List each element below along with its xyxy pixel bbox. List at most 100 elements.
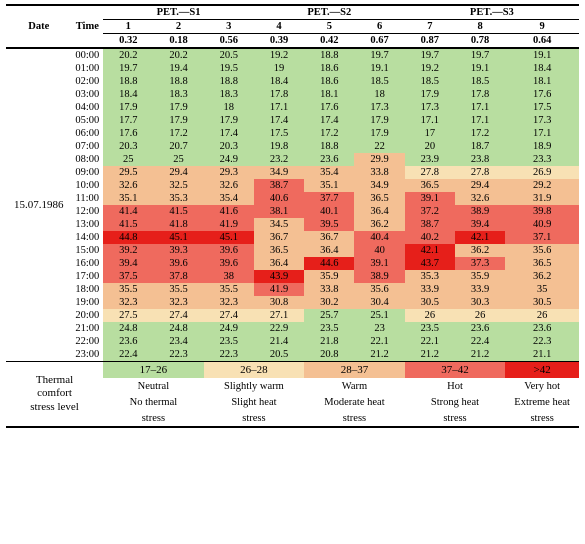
table-row: 15.07.198600:0020.220.220.519.218.819.71…: [6, 48, 579, 62]
value-cell: 17.1: [455, 114, 505, 127]
value-cell: 22.3: [505, 335, 579, 348]
value-cell: 17.9: [354, 114, 404, 127]
value-cell: 17.9: [153, 101, 203, 114]
value-cell: 17.6: [103, 127, 153, 140]
legend-desc: stress: [505, 410, 579, 427]
value-cell: 19.7: [455, 48, 505, 62]
value-cell: 40.4: [354, 231, 404, 244]
col-9: 9: [505, 20, 579, 34]
value-cell: 27.5: [103, 309, 153, 322]
value-cell: 18.6: [304, 75, 354, 88]
value-cell: 22.9: [254, 322, 304, 335]
value-cell: 36.2: [505, 270, 579, 283]
coef-2: 0.18: [153, 34, 203, 49]
value-cell: 35.4: [304, 166, 354, 179]
col-5: 5: [304, 20, 354, 34]
value-cell: 32.6: [103, 179, 153, 192]
value-cell: 17.5: [505, 101, 579, 114]
value-cell: 32.5: [153, 179, 203, 192]
legend-desc: stress: [103, 410, 204, 427]
value-cell: 40: [354, 244, 404, 257]
value-cell: 35.4: [204, 192, 254, 205]
value-cell: 23.5: [405, 322, 455, 335]
value-cell: 39.3: [153, 244, 203, 257]
value-cell: 42.1: [455, 231, 505, 244]
value-cell: 35.5: [204, 283, 254, 296]
time-label: 22:00: [71, 335, 103, 348]
legend-desc: stress: [405, 410, 506, 427]
value-cell: 18.5: [405, 75, 455, 88]
value-cell: 38.7: [254, 179, 304, 192]
value-cell: 30.2: [304, 296, 354, 309]
value-cell: 35.5: [153, 283, 203, 296]
legend-band: 17–26: [103, 362, 204, 379]
value-cell: 19: [254, 62, 304, 75]
value-cell: 33.8: [304, 283, 354, 296]
time-label: 15:00: [71, 244, 103, 257]
group-1: PET.—S1: [103, 5, 254, 20]
value-cell: 24.9: [204, 322, 254, 335]
value-cell: 45.1: [153, 231, 203, 244]
group-2: PET.—S2: [254, 5, 405, 20]
value-cell: 18.8: [103, 75, 153, 88]
value-cell: 36.4: [354, 205, 404, 218]
value-cell: 35: [505, 283, 579, 296]
time-label: 11:00: [71, 192, 103, 205]
time-label: 16:00: [71, 257, 103, 270]
value-cell: 18.1: [505, 75, 579, 88]
value-cell: 36.5: [505, 257, 579, 270]
value-cell: 17.7: [103, 114, 153, 127]
legend-desc: Strong heat: [405, 394, 506, 410]
value-cell: 22.3: [204, 348, 254, 362]
value-cell: 17.6: [505, 88, 579, 101]
value-cell: 41.5: [153, 205, 203, 218]
value-cell: 30.5: [405, 296, 455, 309]
value-cell: 39.2: [103, 244, 153, 257]
value-cell: 22.4: [455, 335, 505, 348]
time-label: 06:00: [71, 127, 103, 140]
value-cell: 22.3: [153, 348, 203, 362]
value-cell: 37.1: [505, 231, 579, 244]
group-3: PET.—S3: [405, 5, 579, 20]
table-row: 18:0035.535.535.541.933.835.633.933.935: [6, 283, 579, 296]
value-cell: 23.5: [204, 335, 254, 348]
value-cell: 21.4: [254, 335, 304, 348]
value-cell: 39.4: [455, 218, 505, 231]
legend-desc: Extreme heat: [505, 394, 579, 410]
value-cell: 24.8: [103, 322, 153, 335]
value-cell: 17.1: [405, 114, 455, 127]
value-cell: 22.4: [103, 348, 153, 362]
value-cell: 17.3: [354, 101, 404, 114]
value-cell: 18.3: [204, 88, 254, 101]
value-cell: 36.5: [405, 179, 455, 192]
value-cell: 20.2: [103, 48, 153, 62]
value-cell: 23.6: [455, 322, 505, 335]
value-cell: 17.9: [405, 88, 455, 101]
value-cell: 36.2: [455, 244, 505, 257]
value-cell: 32.3: [153, 296, 203, 309]
value-cell: 26: [405, 309, 455, 322]
value-cell: 36.2: [354, 218, 404, 231]
value-cell: 27.1: [254, 309, 304, 322]
coef-8: 0.78: [455, 34, 505, 49]
time-label: 23:00: [71, 348, 103, 362]
value-cell: 36.7: [254, 231, 304, 244]
value-cell: 37.7: [304, 192, 354, 205]
value-cell: 17.1: [455, 101, 505, 114]
legend-desc: Moderate heat: [304, 394, 405, 410]
value-cell: 44.8: [103, 231, 153, 244]
value-cell: 30.3: [455, 296, 505, 309]
legend-band: 37–42: [405, 362, 506, 379]
value-cell: 40.1: [304, 205, 354, 218]
value-cell: 43.7: [405, 257, 455, 270]
coef-7: 0.87: [405, 34, 455, 49]
value-cell: 24.8: [153, 322, 203, 335]
value-cell: 19.1: [505, 48, 579, 62]
legend-title: Thermal comfort stress level: [6, 362, 103, 428]
value-cell: 35.6: [505, 244, 579, 257]
coef-3: 0.56: [204, 34, 254, 49]
table-row: 04:0017.917.91817.117.617.317.317.117.5: [6, 101, 579, 114]
value-cell: 41.8: [153, 218, 203, 231]
value-cell: 41.5: [103, 218, 153, 231]
legend-band: >42: [505, 362, 579, 379]
